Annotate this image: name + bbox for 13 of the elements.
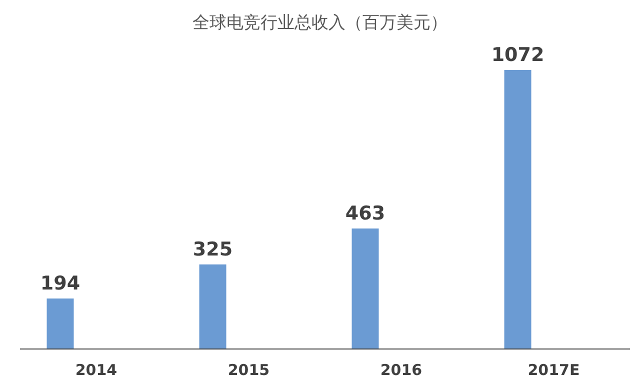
bar <box>504 70 532 349</box>
chart-title: 全球电竞行业总收入（百万美元） <box>192 13 448 33</box>
bar <box>352 228 379 349</box>
data-label: 325 <box>192 238 233 260</box>
data-label: 463 <box>345 202 386 224</box>
x-tick-label: 2015 <box>228 361 270 379</box>
bar <box>199 264 226 349</box>
data-label: 1072 <box>491 44 544 66</box>
bar <box>46 298 74 349</box>
x-tick-label: 2017E <box>528 361 580 379</box>
x-tick-label: 2014 <box>75 361 118 379</box>
x-tick-label: 2016 <box>380 361 422 379</box>
data-label: 194 <box>40 272 80 295</box>
